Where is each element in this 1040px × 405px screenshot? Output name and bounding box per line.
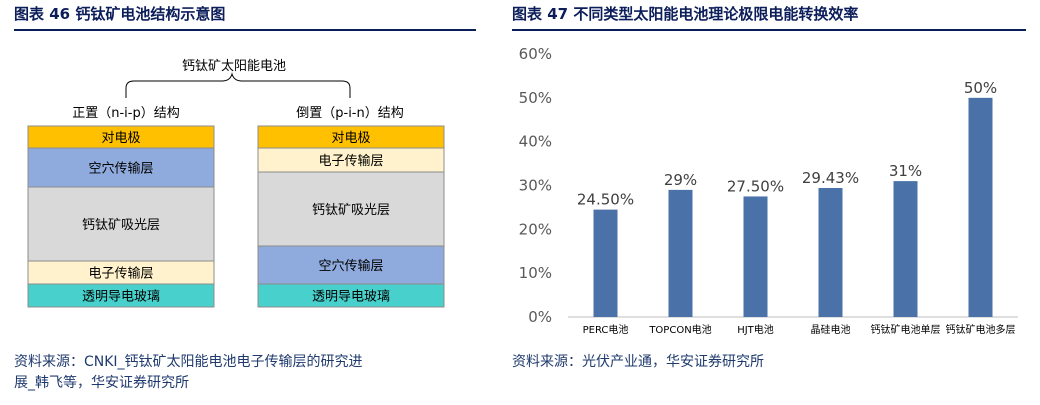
y-tick-label: 20% [519,220,552,238]
layer-3-box [257,171,445,247]
layer-4-label: 电子传输层 [88,266,153,282]
layer-1-label: 对电极 [101,131,140,146]
right-title-rule [512,29,1026,31]
data-label-3: 27.50% [727,177,784,195]
stack-left-label: 正置（n-i-p）结构 [72,106,180,121]
layer-3-label: 钙钛矿吸光层 [312,203,390,218]
bar-2 [668,189,693,317]
left-source-line1: 资料来源：CNKI_钙钛矿太阳能电池电子传输层的研究进 [14,354,363,370]
x-tick-label: 钙钛矿电池单层 [871,323,941,336]
x-tick-label: HJT电池 [737,323,774,336]
data-labels: 24.50% 29% 27.50% 29.43% 31% 50% [577,79,997,209]
left-figure-title: 图表 46 钙钛矿电池结构示意图 [14,5,226,23]
bar-6 [968,97,993,317]
bracket [125,72,351,98]
bars [593,97,993,317]
layer-5-label: 透明导电玻璃 [82,290,160,305]
x-tick-label: 晶硅电池 [811,323,851,336]
layer-5-box [27,283,215,308]
bar-3 [743,196,768,317]
layer-2-label: 空穴传输层 [88,161,153,177]
right-figure-title: 图表 47 不同类型太阳能电池理论极限电能转换效率 [512,5,859,23]
layer-2-label: 电子传输层 [318,153,383,169]
y-tick-label: 40% [519,133,552,151]
perovskite-structure-diagram: 钙钛矿太阳能电池 正置（n-i-p）结构 倒置（p-i-n）结构 对电极空穴传输… [27,59,445,308]
y-axis-ticks: 0% 10% 20% 30% 40% 50% 60% [519,45,552,326]
layer-4-label: 空穴传输层 [318,258,383,274]
layer-1-label: 对电极 [331,131,370,146]
data-label-5: 31% [889,162,922,180]
bar-1 [593,209,618,317]
data-label-4: 29.43% [802,169,859,187]
y-tick-label: 60% [519,45,552,63]
layer-5-label: 透明导电玻璃 [312,290,390,305]
data-label-6: 50% [964,79,997,97]
right-source: 资料来源：光伏产业通，华安证券研究所 [512,354,764,370]
layer-3-box [27,186,215,262]
x-tick-labels: PERC电池 TOPCON电池 HJT电池 晶硅电池 钙钛矿电池单层 钙钛矿电池多层 [583,323,1016,336]
diagram-top-label: 钙钛矿太阳能电池 [182,59,286,74]
bar-4 [818,187,843,317]
data-label-2: 29% [664,171,697,189]
y-tick-label: 50% [519,89,552,107]
y-tick-label: 30% [519,177,552,195]
x-tick-label: 钙钛矿电池多层 [946,323,1016,336]
stack-right-label: 倒置（p-i-n）结构 [296,106,404,121]
y-tick-label: 0% [528,308,552,326]
efficiency-bar-chart: 0% 10% 20% 30% 40% 50% 60% PERC电池 TOPCON电池 HJT电池… [519,45,1018,336]
layer-5-box [257,283,445,308]
data-label-1: 24.50% [577,191,634,209]
layer-2-box [27,147,215,188]
x-tick-label: PERC电池 [583,323,629,336]
x-tick-label: TOPCON电池 [648,323,711,336]
left-title-rule [14,29,476,31]
y-tick-label: 10% [519,264,552,282]
bar-5 [893,181,918,317]
left-source-line2: 展_韩飞等，华安证券研究所 [14,375,189,391]
layer-3-label: 钙钛矿吸光层 [82,218,160,233]
